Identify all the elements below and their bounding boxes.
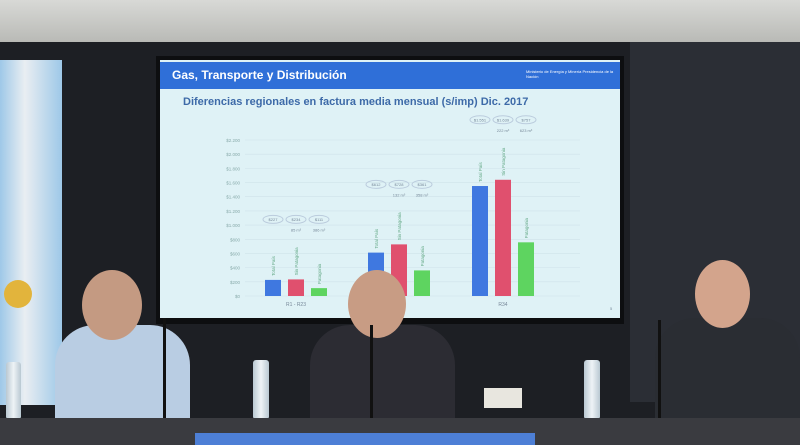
flag-sun-emblem — [4, 280, 32, 308]
bar — [495, 179, 511, 296]
consumption-label: 132 m³ — [393, 192, 406, 197]
bar — [311, 288, 327, 296]
argentine-flag — [0, 60, 62, 405]
value-label: $111 — [315, 217, 324, 222]
bar — [414, 270, 430, 296]
consumption-label: 358 m³ — [416, 192, 429, 197]
consumption-label: 222 m³ — [497, 128, 510, 133]
value-bubble — [515, 115, 537, 125]
series-label: Patagonia — [317, 263, 322, 284]
y-tick-label: $1.800 — [226, 166, 240, 171]
value-bubble — [365, 179, 387, 189]
microphone — [658, 320, 661, 418]
value-label: $1.551 — [474, 117, 487, 122]
slide-subtitle: Diferencias regionales en factura media … — [183, 96, 529, 108]
value-label: $757 — [522, 117, 532, 122]
value-label: $234 — [292, 217, 302, 222]
series-label: Patagonia — [420, 246, 425, 267]
projection-screen: Gas, Transporte y Distribución Ministeri… — [160, 60, 620, 318]
value-label: $1.639 — [497, 117, 510, 122]
series-label: Sin Patagonia — [397, 212, 402, 241]
consumption-label: 85 m³ — [291, 227, 302, 232]
series-label: Sin Patagonia — [294, 247, 299, 276]
consumption-label: 386 m³ — [313, 227, 326, 232]
name-placard — [484, 388, 522, 408]
value-bubble — [492, 115, 514, 125]
value-bubble — [388, 179, 410, 189]
y-tick-label: $1.400 — [226, 195, 240, 200]
slide-title: Gas, Transporte y Distribución — [172, 68, 347, 82]
y-tick-label: $1.600 — [226, 181, 240, 186]
speaker-center-head — [348, 270, 406, 338]
category-label: R1 - R23 — [286, 302, 306, 308]
value-bubble — [411, 179, 433, 189]
series-label: Total País — [478, 162, 483, 183]
series-label: Total País — [271, 255, 276, 276]
value-label: $728 — [395, 182, 405, 187]
category-label: R34 — [498, 302, 507, 308]
value-label: $227 — [269, 217, 279, 222]
y-tick-label: $1.000 — [226, 223, 240, 228]
value-bubble — [308, 214, 330, 224]
water-bottle — [584, 360, 600, 418]
y-tick-label: $600 — [230, 251, 241, 256]
consumption-label: 623 m³ — [520, 128, 533, 133]
value-bubble — [285, 214, 307, 224]
bar — [265, 279, 281, 296]
y-tick-label: $2.000 — [226, 152, 240, 157]
y-tick-label: $200 — [230, 280, 241, 285]
bar — [288, 279, 304, 296]
ceiling — [0, 0, 800, 42]
value-label: $612 — [372, 182, 382, 187]
speaker-left — [55, 325, 190, 420]
y-tick-label: $2.200 — [226, 138, 240, 143]
value-bubble — [262, 214, 284, 224]
microphone — [163, 318, 166, 418]
speaker-right — [655, 318, 800, 418]
value-bubble — [469, 115, 491, 125]
slide-header: Gas, Transporte y Distribución Ministeri… — [160, 62, 620, 89]
bar — [472, 186, 488, 296]
y-tick-label: $1.200 — [226, 209, 240, 214]
series-label: Sin Patagonia — [501, 147, 506, 176]
microphone — [370, 325, 373, 420]
speaker-right-head — [695, 260, 750, 328]
value-label: $361 — [418, 182, 428, 187]
water-bottle — [253, 360, 269, 418]
bar — [518, 242, 534, 296]
y-tick-label: $400 — [230, 266, 241, 271]
series-label: Patagonia — [524, 218, 529, 239]
speaker-center — [310, 325, 455, 420]
y-tick-label: $800 — [230, 237, 241, 242]
table-monitor — [195, 433, 535, 445]
y-tick-label: $0 — [235, 294, 241, 299]
ministry-logo: Ministerio de Energía y Minería Presiden… — [526, 69, 614, 79]
water-bottle — [6, 362, 21, 418]
speaker-left-head — [82, 270, 142, 340]
series-label: Total País — [374, 228, 379, 249]
page-number: 5 — [610, 306, 613, 311]
